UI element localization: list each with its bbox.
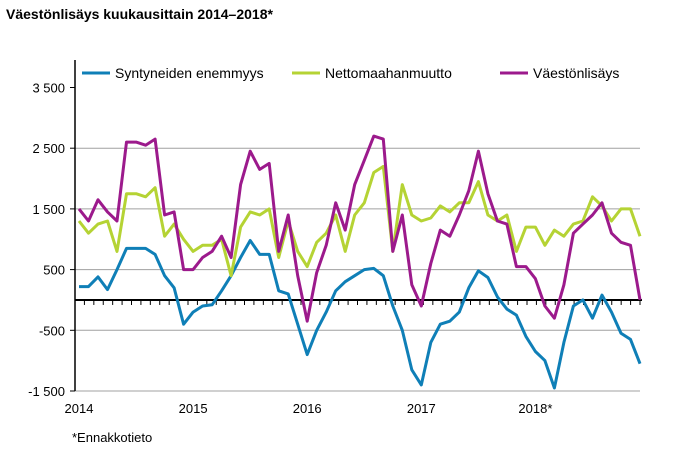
legend-label: Syntyneiden enemmyys <box>115 65 264 81</box>
series-line-0 <box>79 239 642 390</box>
y-tick-label: -1 500 <box>28 384 65 399</box>
legend-item: Väestönlisäys <box>500 65 619 81</box>
legend-label: Nettomaahanmuutto <box>325 65 452 81</box>
legend-label: Väestönlisäys <box>533 65 619 81</box>
y-tick-label: -500 <box>39 323 65 338</box>
x-tick-label: 2017 <box>407 401 436 416</box>
x-tick-label: 2018* <box>518 401 552 416</box>
y-tick-label: 2 500 <box>32 141 65 156</box>
y-tick-label: 3 500 <box>32 81 65 96</box>
legend-item: Syntyneiden enemmyys <box>82 65 264 81</box>
x-tick-label: 2016 <box>293 401 322 416</box>
footnote: *Ennakkotieto <box>72 430 153 445</box>
x-tick-label: 2015 <box>179 401 208 416</box>
y-tick-label: 500 <box>43 263 65 278</box>
y-tick-label: 1 500 <box>32 202 65 217</box>
x-tick-label: 2014 <box>65 401 94 416</box>
series-line-2 <box>77 134 642 323</box>
legend-item: Nettomaahanmuutto <box>292 65 452 81</box>
chart-title: Väestönlisäys kuukausittain 2014–2018* <box>6 6 273 22</box>
series-line-1 <box>77 164 642 278</box>
